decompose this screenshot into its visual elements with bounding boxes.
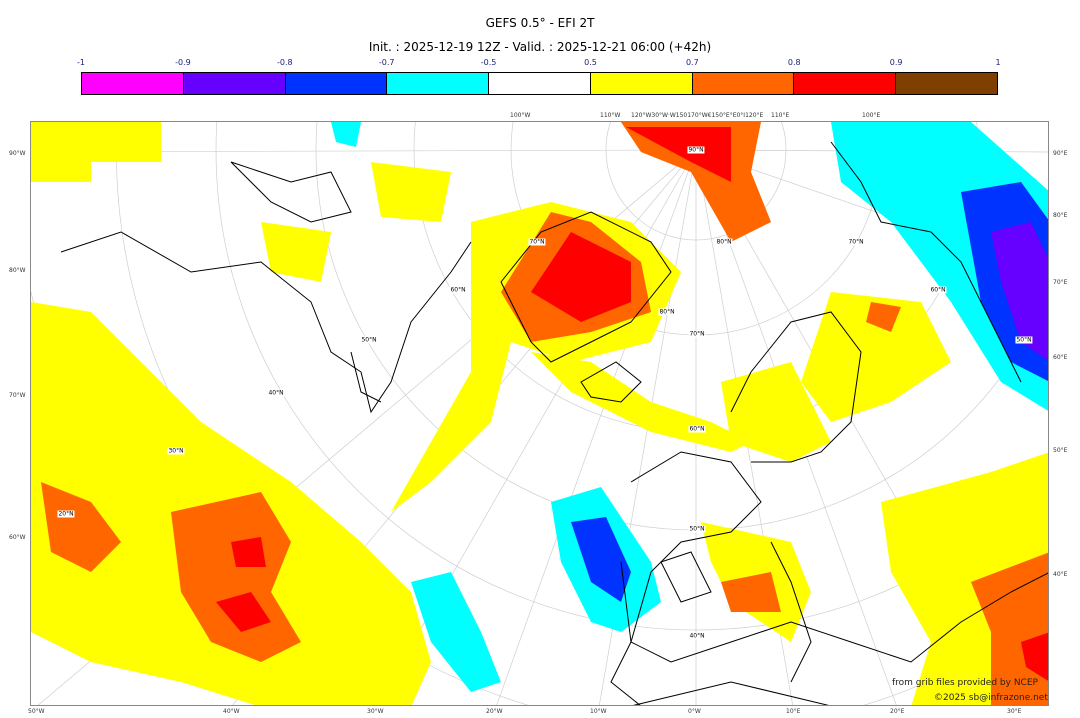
axis-label: 60°W: [9, 534, 26, 541]
latitude-label: 30°N: [167, 447, 185, 455]
efi-map: [31, 122, 1048, 705]
colorbar-bin: [285, 73, 388, 94]
axis-label: 100°W: [510, 112, 531, 119]
colorbar-tick: -0.7: [378, 58, 395, 67]
map-subtitle: Init. : 2025-12-19 12Z - Valid. : 2025-1…: [368, 40, 712, 54]
latitude-label: 60°N: [449, 286, 467, 294]
latitude-label: 70°N: [847, 238, 865, 246]
colorbar-bin: [794, 73, 897, 94]
latitude-label: 50°N: [688, 525, 706, 533]
latitude-label: 90°N: [687, 146, 705, 154]
latitude-label: 80°N: [658, 308, 676, 316]
colorbar-tick: -0.5: [480, 58, 497, 67]
axis-label: 30°W: [367, 708, 384, 715]
copyright-credit: ©2025 sb@infrazone.net: [934, 693, 1048, 703]
latitude-label: 80°N: [715, 238, 733, 246]
coastlines: [60, 141, 1048, 705]
colorbar-bin: [896, 73, 998, 94]
latitude-label: 20°N: [57, 510, 75, 518]
axis-label: 110°E: [771, 112, 790, 119]
axis-label: 20°W: [486, 708, 503, 715]
colorbar-tick: 0.9: [889, 58, 903, 67]
latitude-label: 60°N: [688, 425, 706, 433]
axis-label: 90°W: [9, 150, 26, 157]
map-panel: 90°N 80°N 70°N 60°N 50°N 40°N 30°N 20°N 80°N 70°N…: [30, 121, 1049, 706]
efi-field: [31, 122, 1048, 705]
axis-label: 60°E: [1053, 354, 1068, 361]
axis-label: 0°W: [688, 708, 701, 715]
axis-label: 80°E: [1053, 212, 1068, 219]
axis-label: 70°W: [9, 392, 26, 399]
colorbar-tick: 0.8: [787, 58, 801, 67]
map-title: GEFS 0.5° - EFI 2T: [485, 16, 595, 30]
colorbar-bin: [82, 73, 184, 94]
axis-label: 30°E: [1007, 708, 1022, 715]
colorbar-tick: -0.9: [175, 58, 191, 67]
axis-label: 40°E: [1053, 571, 1068, 578]
source-credit: from grib files provided by NCEP: [892, 678, 1038, 688]
colorbar-bin: [590, 73, 693, 94]
axis-label: 40°W: [223, 708, 240, 715]
colorbar-bin: [183, 73, 286, 94]
latitude-label: 50°N: [1015, 336, 1033, 344]
axis-label: 10°E: [786, 708, 801, 715]
colorbar-tick: -1: [77, 58, 85, 67]
latitude-label: 40°N: [267, 389, 285, 397]
axis-label: 50°E: [1053, 447, 1068, 454]
colorbar-tick: -0.8: [276, 58, 293, 67]
axis-label: 100°E: [862, 112, 881, 119]
colorbar-tick: 0.5: [584, 58, 597, 67]
colorbar-bin: [489, 73, 591, 94]
latitude-label: 70°N: [528, 238, 546, 246]
latitude-label: 50°N: [360, 336, 378, 344]
axis-label: 90°E: [1053, 150, 1068, 157]
axis-label: 110°W: [600, 112, 621, 119]
colorbar-tick: 1: [995, 58, 1001, 67]
latitude-label: 60°N: [929, 286, 947, 294]
axis-label: 80°W: [9, 267, 26, 274]
colorbar: [81, 72, 998, 95]
colorbar-bin: [692, 73, 795, 94]
axis-label: 10°W: [590, 708, 607, 715]
colorbar-bin: [387, 73, 490, 94]
latitude-label: 40°N: [688, 632, 706, 640]
axis-label: 70°E: [1053, 279, 1068, 286]
latitude-label: 70°N: [688, 330, 706, 338]
axis-label: 20°E: [890, 708, 905, 715]
axis-label: 120°W30°W·W150170°W€150°E°E0°I120°E: [631, 112, 764, 119]
axis-label: 50°W: [28, 708, 45, 715]
colorbar-tick: 0.7: [685, 58, 699, 67]
